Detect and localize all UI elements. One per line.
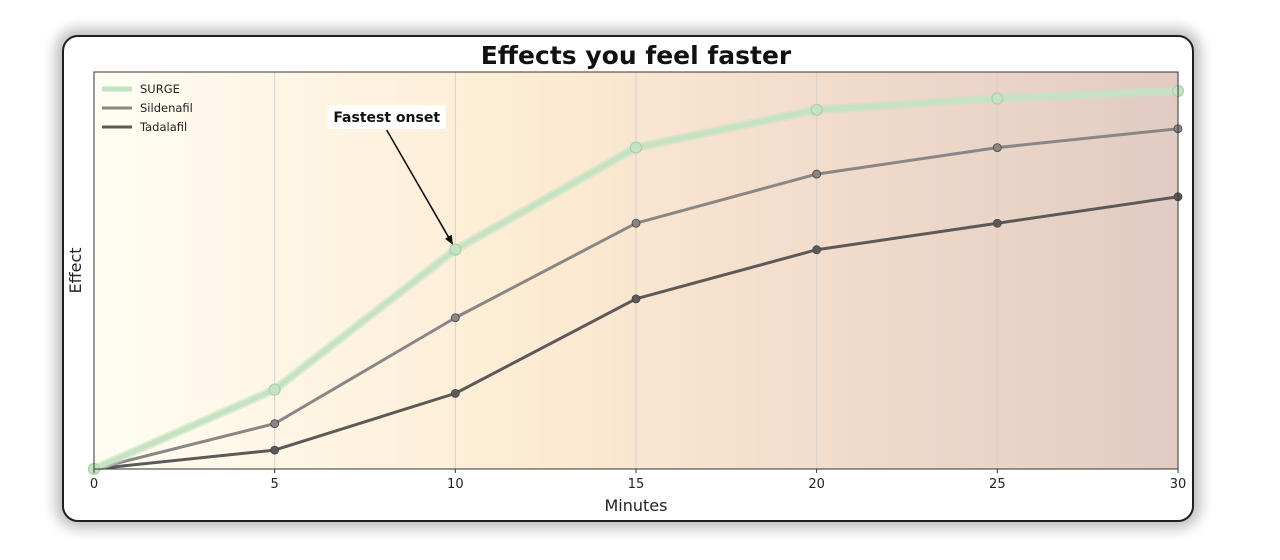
data-point	[629, 141, 643, 154]
x-tick-label: 15	[628, 477, 645, 492]
x-tick-labels: 0 5 10 15 20 25 30	[90, 469, 1186, 492]
data-point	[810, 103, 823, 116]
data-point	[270, 445, 280, 455]
grid-lines	[274, 72, 998, 469]
x-tick-label: 20	[808, 477, 825, 492]
series-layer	[87, 84, 1185, 476]
data-point	[450, 313, 460, 323]
data-point	[812, 169, 822, 179]
annotation: Fastest onset	[327, 105, 454, 245]
data-point	[450, 388, 460, 398]
x-axis-title: Minutes	[605, 496, 668, 515]
x-tick-label: 10	[447, 477, 464, 492]
legend-label: Tadalafil	[139, 120, 187, 134]
data-point	[812, 245, 822, 255]
legend-label: Sildenafil	[140, 101, 193, 115]
annotation-label: Fastest onset	[333, 110, 440, 126]
chart-title: Effects you feel faster	[481, 41, 792, 70]
annotation-box	[327, 105, 446, 129]
data-point	[991, 92, 1004, 105]
data-point	[992, 218, 1002, 228]
data-point	[449, 243, 462, 256]
chart-card: 0 5 10 15 20 25 30 Effects you feel faster Min…	[62, 35, 1194, 522]
x-tick-label: 30	[1170, 477, 1187, 492]
legend: SURGE Sildenafil Tadalafil	[102, 82, 193, 134]
y-axis-title: Effect	[66, 247, 85, 293]
x-tick-label: 0	[90, 477, 98, 492]
data-point	[631, 218, 641, 228]
legend-label: SURGE	[140, 82, 180, 96]
x-tick-label: 5	[271, 477, 279, 492]
x-tick-label: 25	[989, 477, 1006, 492]
data-point	[268, 383, 281, 396]
data-point	[992, 143, 1002, 153]
data-point	[270, 419, 280, 429]
annotation-arrow	[385, 129, 454, 245]
line-chart: 0 5 10 15 20 25 30 Effects you feel faster Min…	[66, 41, 1186, 515]
series-sildenafil	[89, 124, 1183, 474]
data-point	[631, 294, 641, 304]
